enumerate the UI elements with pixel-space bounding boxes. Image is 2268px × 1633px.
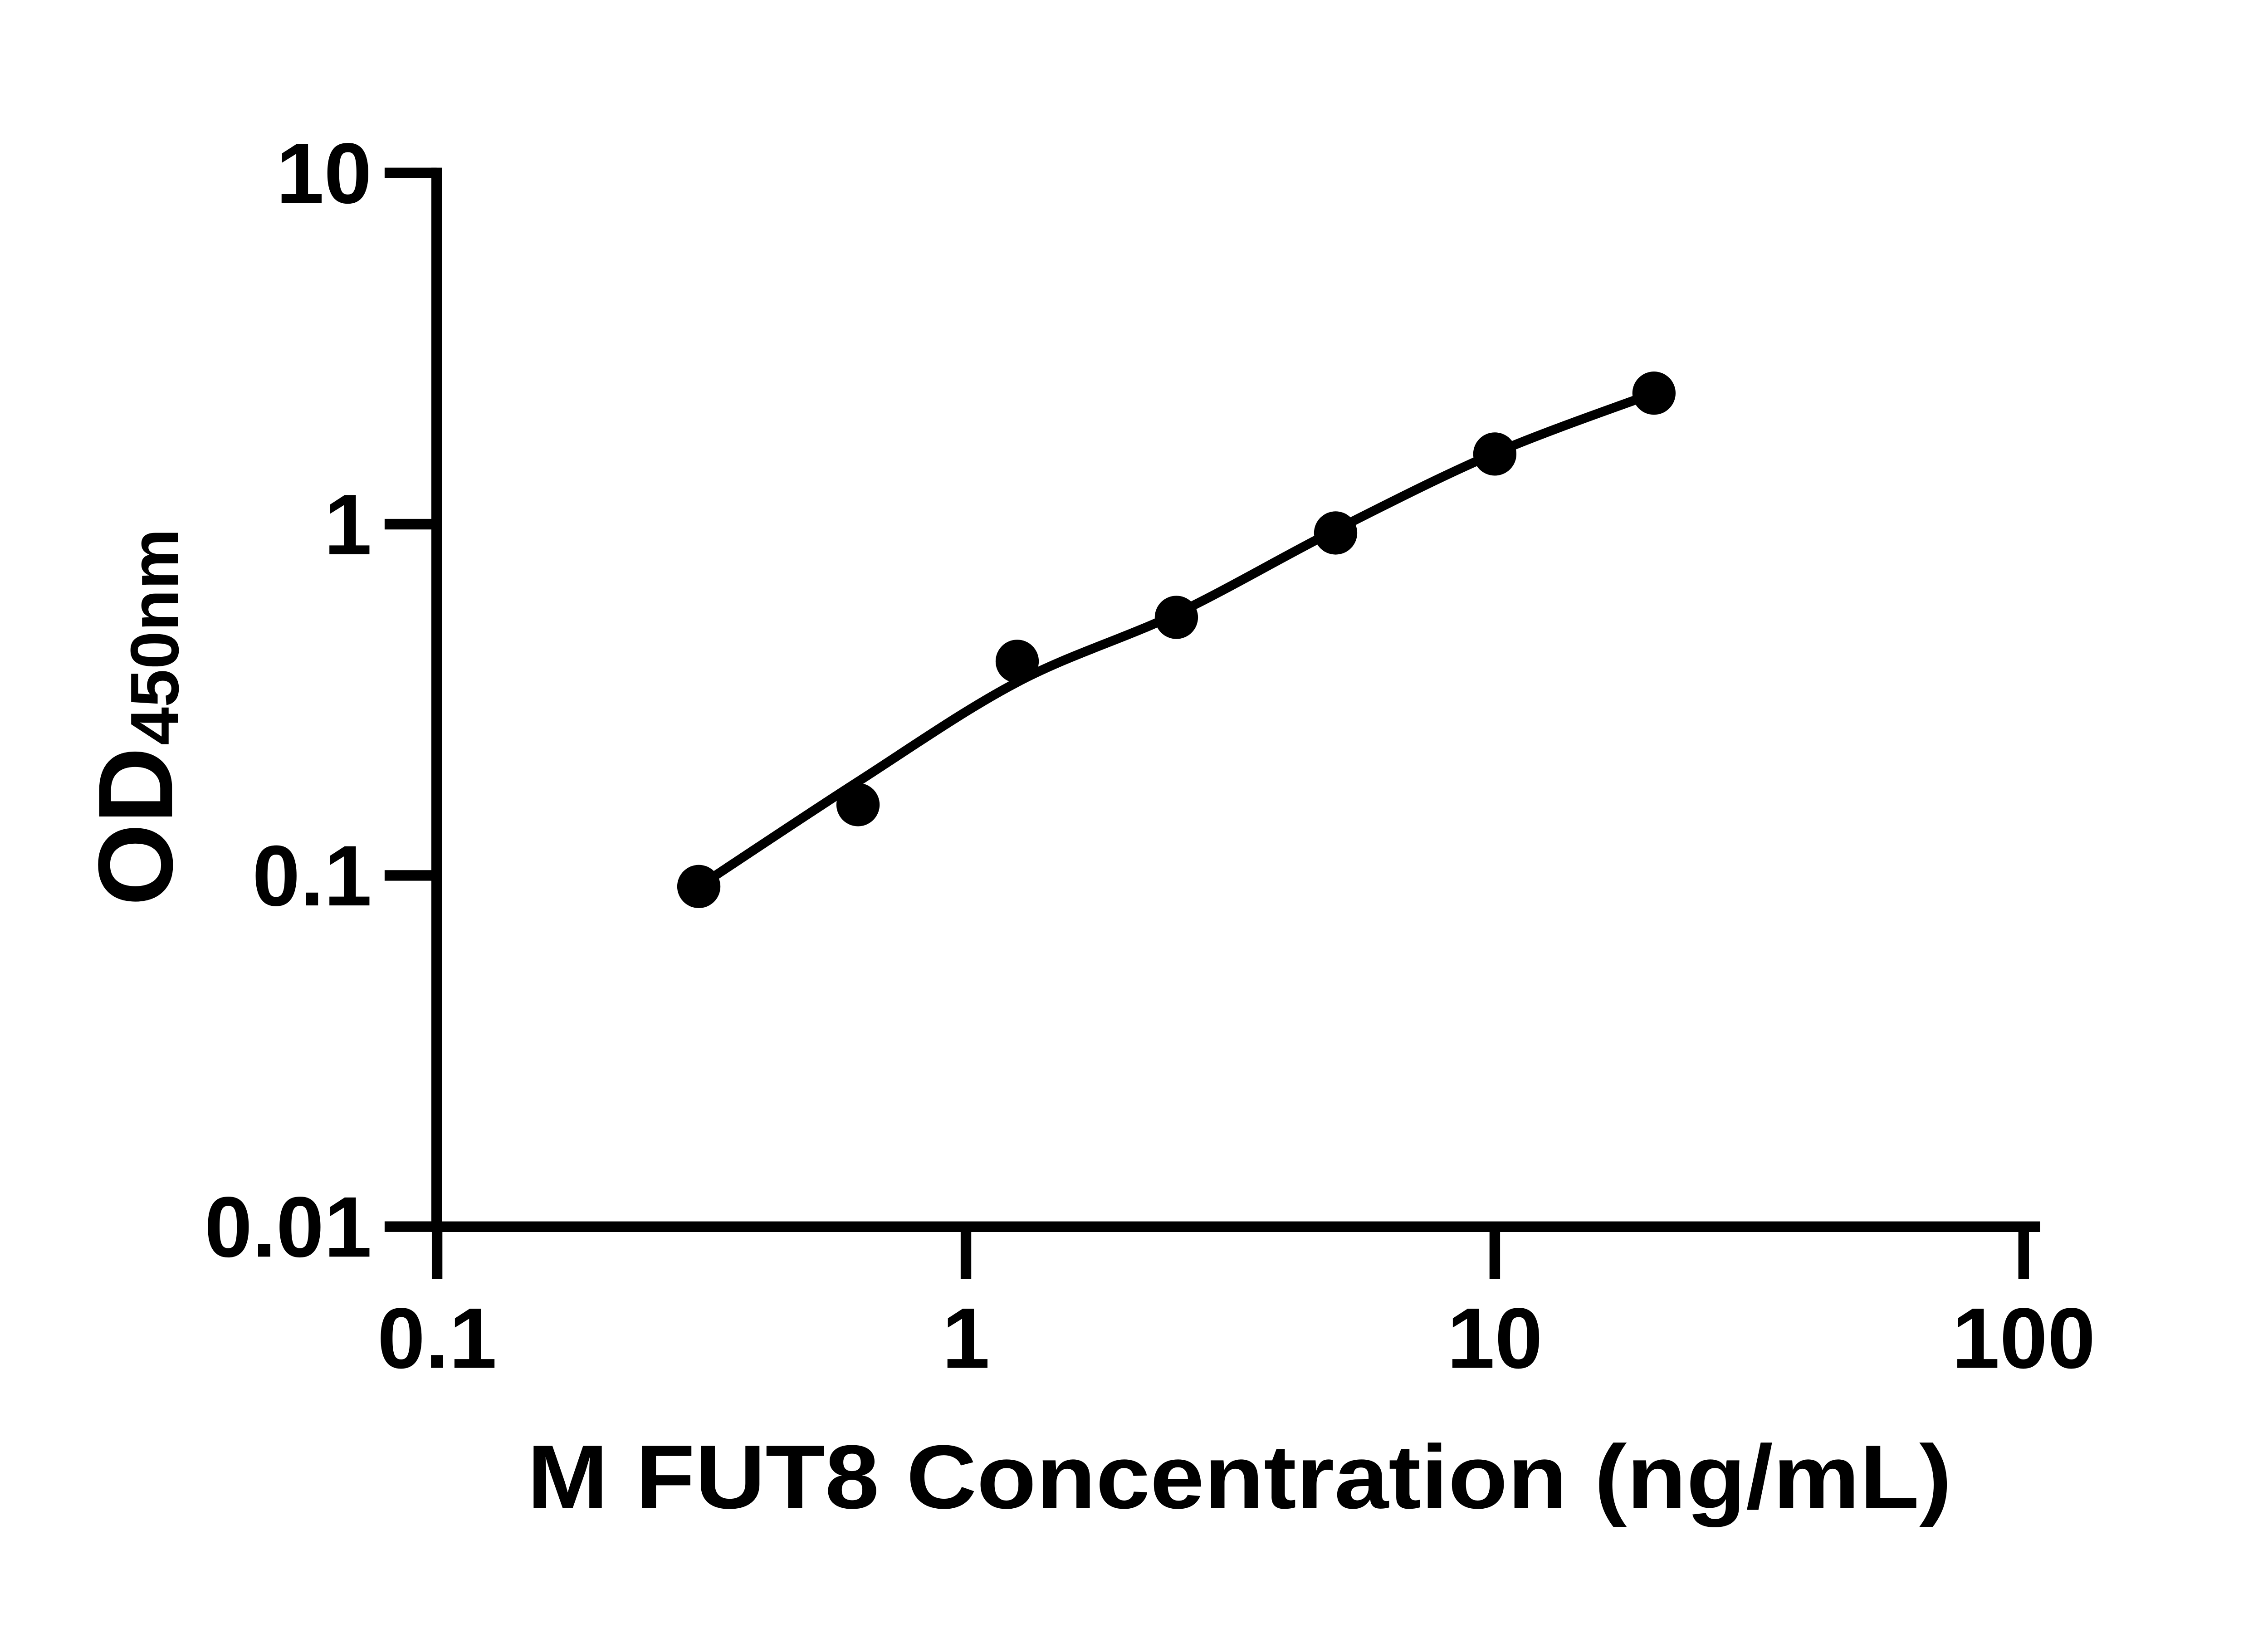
data-point: [836, 783, 880, 826]
x-tick-label: 1: [942, 1290, 990, 1386]
y-tick-label: 1: [324, 477, 371, 573]
data-point: [1314, 511, 1358, 555]
axis-spine: [431, 167, 2040, 1232]
y-axis-title-main: OD: [77, 747, 195, 906]
x-tick-label: 10: [1447, 1290, 1543, 1386]
y-axis-title-subscript: 450nm: [117, 528, 193, 745]
data-point: [1154, 596, 1198, 639]
y-axis-title: OD 450nm: [77, 528, 195, 906]
x-tick-label: 0.1: [377, 1290, 497, 1386]
data-point: [1473, 432, 1517, 476]
y-tick-label: 0.1: [252, 828, 372, 924]
x-axis-title: M FUT8 Concentration (ng/mL): [527, 1427, 1952, 1528]
x-tick-label: 100: [1952, 1290, 2095, 1386]
y-tick-label: 0.01: [205, 1179, 372, 1275]
data-point: [677, 865, 721, 908]
y-tick-label: 10: [276, 125, 372, 221]
data-point: [1632, 372, 1676, 415]
data-point: [995, 640, 1039, 683]
